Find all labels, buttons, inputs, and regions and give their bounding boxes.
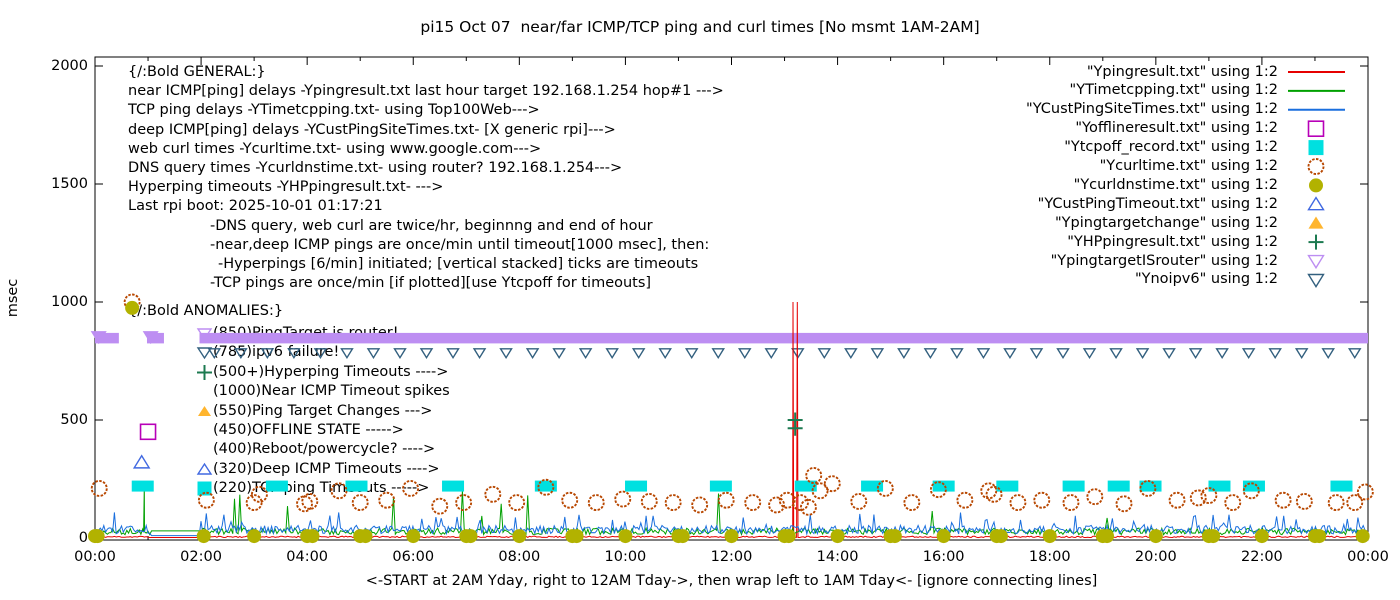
x-tick-label: 22:00 bbox=[1241, 549, 1283, 565]
tri-up-fill-icon bbox=[196, 403, 213, 420]
legend-label: "Ytcpoff_record.txt" using 1:2 bbox=[1064, 139, 1278, 156]
tri-up-open-icon bbox=[196, 461, 213, 478]
x-tick-label: 10:00 bbox=[604, 549, 647, 565]
general-note-line: DNS query times -Ycurldnstime.txt- using… bbox=[128, 160, 623, 176]
general-note-line: deep ICMP[ping] delays -YCustPingSiteTim… bbox=[128, 121, 616, 138]
y-tick-label: 500 bbox=[60, 412, 88, 428]
anomaly-note-line: (220)TCP ping Timeouts -----> bbox=[213, 480, 430, 497]
x-tick-label: 00:00 bbox=[1347, 549, 1389, 565]
legend-label: "YpingtargetISrouter" using 1:2 bbox=[1050, 252, 1278, 269]
anomaly-note-line: (1000)Near ICMP Timeout spikes bbox=[213, 383, 450, 400]
general-note-line: -DNS query, web curl are twice/hr, begin… bbox=[210, 217, 653, 234]
general-note-line: TCP ping delays -YTimetcpping.txt- using… bbox=[128, 102, 540, 119]
anomaly-note-line: (500+)Hyperping Timeouts ----> bbox=[213, 363, 449, 380]
general-note-line: Last rpi boot: 2025-10-01 01:17:21 bbox=[128, 198, 383, 215]
general-note-line: {/:Bold GENERAL:} bbox=[128, 64, 266, 80]
x-tick-label: 20:00 bbox=[1134, 549, 1177, 565]
general-note-line: near ICMP[ping] delays -Ypingresult.txt … bbox=[128, 83, 724, 100]
general-note-line: -near,deep ICMP pings are once/min until… bbox=[210, 236, 710, 253]
square-fill-icon bbox=[196, 480, 213, 497]
x-tick-label: 04:00 bbox=[286, 549, 329, 565]
anomaly-note-line: (850)PingTarget is router! bbox=[213, 325, 399, 341]
anomaly-note-line: (450)OFFLINE STATE -----> bbox=[213, 422, 404, 438]
x-tick-label: 12:00 bbox=[710, 549, 753, 565]
tri-down-open-icon bbox=[196, 344, 213, 361]
y-tick-label: 1500 bbox=[51, 176, 88, 192]
anomalies-header: {/:Bold ANOMALIES:} bbox=[128, 303, 284, 319]
general-note-line: -TCP pings are once/min [if plotted][use… bbox=[210, 275, 652, 292]
legend-label: "Ypingresult.txt" using 1:2 bbox=[1086, 63, 1278, 80]
legend-label: "YHPpingresult.txt" using 1:2 bbox=[1067, 233, 1278, 250]
y-tick-label: 1000 bbox=[51, 294, 88, 310]
anomaly-note-line: (550)Ping Target Changes ---> bbox=[213, 402, 433, 419]
anomaly-note-line: (400)Reboot/powercycle? ----> bbox=[213, 441, 436, 458]
x-tick-label: 14:00 bbox=[816, 549, 859, 565]
legend-label: "YCustPingSiteTimes.txt" using 1:2 bbox=[1026, 101, 1278, 118]
anomaly-note-line: (785)ipv6 failure! bbox=[213, 344, 340, 361]
legend-label: "Ycurldnstime.txt" using 1:2 bbox=[1073, 176, 1278, 193]
general-note-line: web curl times -Ycurltime.txt- using www… bbox=[128, 140, 542, 157]
x-tick-label: 06:00 bbox=[392, 549, 435, 565]
y-tick-label: 2000 bbox=[51, 58, 88, 74]
legend-label: "Ycurltime.txt" using 1:2 bbox=[1099, 158, 1278, 174]
legend-label: "Ynoipv6" using 1:2 bbox=[1134, 271, 1278, 288]
legend-label: "Ypingtargetchange" using 1:2 bbox=[1055, 214, 1278, 231]
x-tick-label: 18:00 bbox=[1028, 549, 1071, 565]
x-tick-label: 02:00 bbox=[180, 549, 222, 565]
y-tick-label: 0 bbox=[78, 530, 88, 546]
x-tick-label: 00:00 bbox=[74, 549, 116, 565]
legend-label: "YCustPingTimeout.txt" using 1:2 bbox=[1037, 195, 1278, 212]
legend-label: "Yofflineresult.txt" using 1:2 bbox=[1075, 120, 1278, 137]
x-tick-label: 16:00 bbox=[922, 549, 965, 565]
tri-down-open-icon bbox=[196, 325, 213, 342]
general-note-line: -Hyperpings [6/min] initiated; [vertical… bbox=[218, 256, 699, 272]
x-tick-label: 08:00 bbox=[498, 549, 541, 565]
x-axis-label: <-START at 2AM Yday, right to 12AM Tday-… bbox=[365, 573, 1098, 589]
general-note-line: Hyperping timeouts -YHPpingresult.txt- -… bbox=[128, 179, 444, 196]
plus-icon bbox=[196, 364, 213, 381]
legend-label: "YTimetcpping.txt" using 1:2 bbox=[1069, 82, 1278, 99]
anomaly-note-line: (320)Deep ICMP Timeouts ----> bbox=[213, 460, 440, 477]
chart-title: pi15 Oct 07 near/far ICMP/TCP ping and c… bbox=[420, 18, 980, 36]
